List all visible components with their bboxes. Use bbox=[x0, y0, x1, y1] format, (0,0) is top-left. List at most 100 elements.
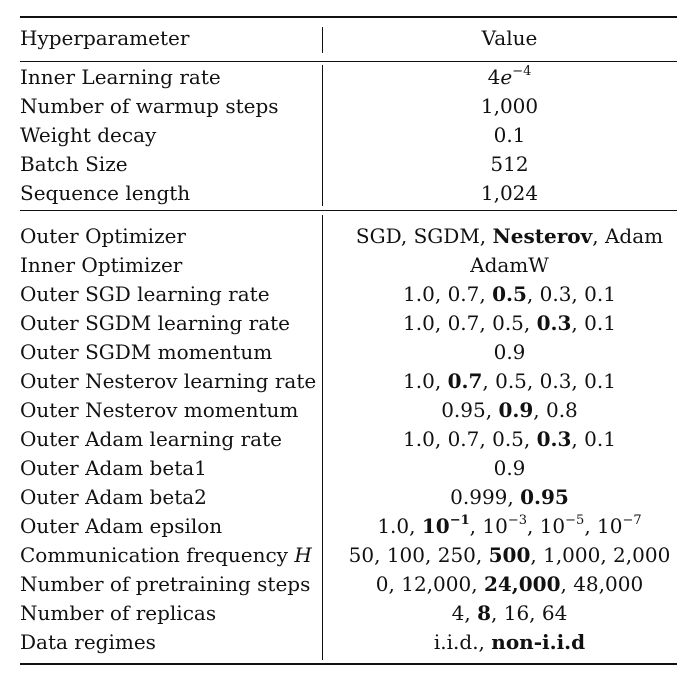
param-value: SGD, SGDM, Nesterov, Adam bbox=[342, 222, 677, 251]
value-segment: −4 bbox=[512, 64, 532, 79]
value-segment: 8 bbox=[477, 601, 492, 625]
value-segment: 0.95 bbox=[520, 485, 569, 509]
table-row: Outer Nesterov momentum 0.95, 0.9, 0.8 bbox=[20, 396, 677, 425]
param-value: i.i.d., non-i.i.d bbox=[342, 628, 677, 657]
value-segment: 4, bbox=[451, 601, 478, 625]
value-segment: Nesterov bbox=[492, 224, 593, 248]
value-segment: 1.0, bbox=[377, 514, 422, 538]
table-row: Outer Adam beta2 0.999, 0.95 bbox=[20, 483, 677, 512]
param-value: 1.0, 0.7, 0.5, 0.3, 0.1 bbox=[342, 367, 677, 396]
param-value: AdamW bbox=[342, 251, 677, 280]
param-value: 1,000 bbox=[342, 92, 677, 121]
value-segment: , Adam bbox=[592, 224, 664, 248]
param-name: Outer SGDM learning rate bbox=[20, 309, 290, 338]
param-label: Communication frequency bbox=[20, 543, 295, 567]
param-name: Number of replicas bbox=[20, 599, 216, 628]
param-value: 0.95, 0.9, 0.8 bbox=[342, 396, 677, 425]
value-segment: 0.3 bbox=[536, 427, 572, 451]
value-segment: 1.0, 0.7, 0.5, bbox=[403, 311, 537, 335]
param-label: Outer SGD learning rate bbox=[20, 282, 270, 306]
param-value: 0, 12,000, 24,000, 48,000 bbox=[342, 570, 677, 599]
table-row: Outer SGDM learning rate 1.0, 0.7, 0.5, 0… bbox=[20, 309, 677, 338]
bottom-rule bbox=[20, 663, 677, 665]
value-segment: , 10 bbox=[526, 514, 566, 538]
param-value: 4, 8, 16, 64 bbox=[342, 599, 677, 628]
param-name: Number of pretraining steps bbox=[20, 570, 310, 599]
table-row: Sequence length 1,024 bbox=[20, 179, 677, 208]
value-segment: −5 bbox=[565, 513, 585, 528]
param-name: Outer Nesterov learning rate bbox=[20, 367, 316, 396]
value-segment: 4 bbox=[487, 65, 501, 89]
value-segment: 500 bbox=[488, 543, 531, 567]
value-segment: 0.9 bbox=[493, 456, 526, 480]
param-name: Number of warmup steps bbox=[20, 92, 279, 121]
value-segment: , 1,000, 2,000 bbox=[530, 543, 671, 567]
value-segment: 0.3 bbox=[536, 311, 572, 335]
param-name: Outer SGDM momentum bbox=[20, 338, 272, 367]
table-row: Number of pretraining steps 0, 12,000, 24… bbox=[20, 570, 677, 599]
value-segment: 0.9 bbox=[493, 340, 526, 364]
value-segment: 0.5 bbox=[492, 282, 527, 306]
param-name: Outer Adam beta2 bbox=[20, 483, 207, 512]
value-segment: 24,000 bbox=[483, 572, 561, 596]
param-label: Outer Optimizer bbox=[20, 224, 186, 248]
param-value: 0.999, 0.95 bbox=[342, 483, 677, 512]
value-segment: 1.0, bbox=[403, 369, 448, 393]
header-row: Hyperparameter Value bbox=[20, 24, 677, 53]
value-segment: 1.0, 0.7, bbox=[403, 282, 493, 306]
group-1-separator bbox=[322, 65, 323, 206]
value-segment: , 0.8 bbox=[533, 398, 578, 422]
param-name: Inner Optimizer bbox=[20, 251, 182, 280]
table-row: Number of replicas 4, 8, 16, 64 bbox=[20, 599, 677, 628]
value-segment: 50, 100, 250, bbox=[348, 543, 489, 567]
param-label: Outer Nesterov learning rate bbox=[20, 369, 317, 393]
value-segment: 1.0, 0.7, 0.5, bbox=[403, 427, 537, 451]
value-segment: 1,024 bbox=[480, 181, 539, 205]
value-segment: , 0.5, 0.3, 0.1 bbox=[482, 369, 616, 393]
table-row: Communication frequency H 50, 100, 250, 5… bbox=[20, 541, 677, 570]
mid-rule bbox=[20, 210, 677, 211]
param-label: Number of warmup steps bbox=[20, 94, 279, 118]
param-label: Number of pretraining steps bbox=[20, 572, 311, 596]
table-row: Weight decay 0.1 bbox=[20, 121, 677, 150]
param-value: 0.1 bbox=[342, 121, 677, 150]
value-segment: 0.95, bbox=[441, 398, 499, 422]
table-row: Outer SGDM momentum 0.9 bbox=[20, 338, 677, 367]
param-name: Outer Nesterov momentum bbox=[20, 396, 298, 425]
table-row: Inner Optimizer AdamW bbox=[20, 251, 677, 280]
table-row: Number of warmup steps 1,000 bbox=[20, 92, 677, 121]
param-value: 0.9 bbox=[342, 338, 677, 367]
param-name: Inner Learning rate bbox=[20, 63, 221, 92]
param-label: Data regimes bbox=[20, 630, 156, 654]
value-segment: −7 bbox=[622, 513, 642, 528]
header-param: Hyperparameter bbox=[20, 26, 190, 50]
param-variable: H bbox=[294, 543, 312, 567]
header-rule bbox=[20, 61, 677, 62]
value-segment: AdamW bbox=[470, 253, 549, 277]
value-segment: , 0.3, 0.1 bbox=[526, 282, 616, 306]
value-segment: i.i.d., bbox=[433, 630, 492, 654]
param-label: Outer Adam learning rate bbox=[20, 427, 282, 451]
value-segment: SGD, SGDM, bbox=[355, 224, 493, 248]
param-name: Sequence length bbox=[20, 179, 190, 208]
param-label: Inner Learning rate bbox=[20, 65, 221, 89]
table-row: Data regimes i.i.d., non-i.i.d bbox=[20, 628, 677, 657]
param-name: Batch Size bbox=[20, 150, 128, 179]
value-segment: , 0.1 bbox=[571, 427, 616, 451]
param-value: 1.0, 0.7, 0.5, 0.3, 0.1 bbox=[342, 309, 677, 338]
param-name: Outer Optimizer bbox=[20, 222, 186, 251]
param-label: Batch Size bbox=[20, 152, 128, 176]
param-value: 1.0, 10−1, 10−3, 10−5, 10−7 bbox=[342, 512, 677, 541]
param-value: 0.9 bbox=[342, 454, 677, 483]
param-name: Outer Adam learning rate bbox=[20, 425, 282, 454]
value-segment: , 16, 64 bbox=[491, 601, 568, 625]
table-row: Inner Learning rate 4e−4 bbox=[20, 63, 677, 92]
value-segment: 1,000 bbox=[480, 94, 539, 118]
value-segment: −1 bbox=[449, 513, 470, 528]
value-segment: , 10 bbox=[469, 514, 508, 538]
param-label: Outer SGDM learning rate bbox=[20, 311, 291, 335]
header-value: Value bbox=[481, 26, 538, 50]
value-segment: non-i.i.d bbox=[491, 630, 586, 654]
value-segment: 512 bbox=[490, 152, 529, 176]
table-row: Outer Optimizer SGD, SGDM, Nesterov, Adam bbox=[20, 222, 677, 251]
